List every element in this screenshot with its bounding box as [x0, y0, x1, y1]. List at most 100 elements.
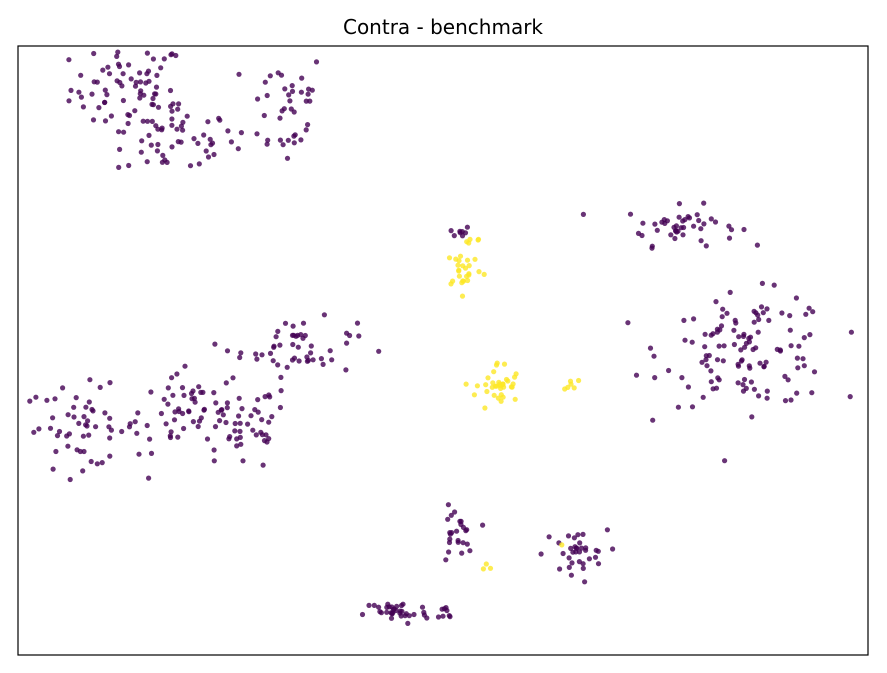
scatter-point: [704, 363, 710, 369]
scatter-point: [557, 566, 563, 572]
scatter-point: [102, 99, 108, 105]
scatter-point: [175, 434, 181, 440]
scatter-point: [811, 369, 818, 375]
scatter-point: [53, 448, 59, 455]
scatter-point: [209, 140, 216, 146]
scatter-point: [627, 211, 634, 217]
scatter-point: [569, 560, 575, 566]
scatter-point: [224, 400, 230, 406]
scatter-point: [238, 130, 244, 136]
scatter-point: [137, 79, 144, 85]
scatter-point: [384, 604, 390, 611]
scatter-point: [689, 339, 695, 345]
scatter-point: [731, 327, 737, 333]
scatter-point: [446, 613, 452, 619]
scatter-point: [205, 154, 212, 160]
scatter-point: [746, 363, 752, 369]
scatter-point: [640, 220, 646, 226]
scatter-point: [580, 561, 586, 567]
scatter-point: [106, 424, 112, 430]
scatter-point: [298, 137, 304, 143]
scatter-point: [303, 127, 309, 133]
scatter-point: [169, 375, 175, 381]
scatter-point: [67, 476, 73, 483]
scatter-point: [290, 323, 296, 329]
scatter-point: [753, 310, 759, 316]
scatter-point: [154, 72, 160, 78]
scatter-point: [65, 412, 71, 418]
scatter-point: [592, 554, 599, 560]
scatter-point: [195, 140, 201, 146]
scatter-point: [308, 343, 314, 349]
scatter-point: [195, 423, 201, 430]
scatter-point: [457, 228, 463, 234]
scatter-point: [708, 379, 714, 385]
scatter-point: [273, 334, 279, 340]
scatter-point: [278, 374, 284, 380]
scatter-point: [406, 613, 412, 619]
scatter-point: [733, 320, 739, 326]
scatter-point: [696, 217, 702, 224]
scatter-point: [60, 385, 66, 391]
scatter-point: [681, 224, 687, 231]
scatter-point: [625, 320, 631, 326]
scatter-point: [480, 566, 486, 572]
scatter-point: [694, 212, 700, 218]
scatter-point: [148, 142, 154, 148]
scatter-point: [120, 97, 126, 104]
scatter-point: [691, 316, 697, 322]
scatter-point: [220, 412, 226, 418]
scatter-point: [155, 126, 161, 132]
scatter-point: [66, 431, 72, 437]
scatter-point: [238, 441, 244, 447]
scatter-point: [182, 363, 188, 369]
scatter-point: [196, 384, 202, 390]
scatter-point: [450, 278, 456, 284]
scatter-point: [254, 131, 260, 137]
scatter-point: [174, 126, 180, 132]
scatter-point: [474, 383, 480, 389]
chart-title: Contra - benchmark: [343, 15, 543, 39]
scatter-points: [27, 49, 855, 627]
scatter-point: [284, 155, 291, 161]
scatter-point: [795, 365, 801, 371]
scatter-point: [652, 221, 658, 227]
scatter-point: [100, 67, 106, 73]
scatter-point: [568, 545, 574, 552]
scatter-point: [498, 392, 504, 398]
scatter-point: [265, 137, 271, 143]
scatter-point: [463, 528, 469, 534]
scatter-point: [237, 420, 243, 426]
scatter-point: [321, 312, 327, 318]
scatter-point: [712, 219, 719, 225]
scatter-point: [764, 388, 770, 394]
scatter-point: [170, 392, 176, 398]
scatter-point: [476, 269, 482, 275]
scatter-point: [145, 68, 152, 74]
scatter-point: [44, 397, 50, 403]
scatter-point: [36, 426, 42, 432]
scatter-point: [756, 316, 762, 323]
scatter-point: [749, 414, 755, 420]
scatter-point: [76, 89, 82, 95]
scatter-point: [215, 409, 221, 415]
scatter-point: [267, 394, 273, 400]
scatter-point: [384, 609, 390, 615]
scatter-point: [720, 306, 726, 312]
scatter-point: [105, 64, 111, 70]
scatter-point: [144, 422, 150, 429]
scatter-point: [586, 556, 593, 562]
scatter-point: [234, 443, 240, 449]
scatter-point: [224, 405, 230, 411]
scatter-point: [90, 117, 97, 123]
scatter-point: [149, 118, 155, 124]
scatter-point: [126, 62, 132, 68]
scatter-point: [580, 565, 586, 572]
scatter-point: [708, 368, 714, 374]
scatter-point: [538, 551, 544, 557]
scatter-point: [320, 361, 326, 367]
scatter-point: [460, 278, 466, 284]
scatter-point: [309, 87, 315, 93]
scatter-point: [483, 382, 489, 388]
scatter-point: [559, 542, 565, 548]
